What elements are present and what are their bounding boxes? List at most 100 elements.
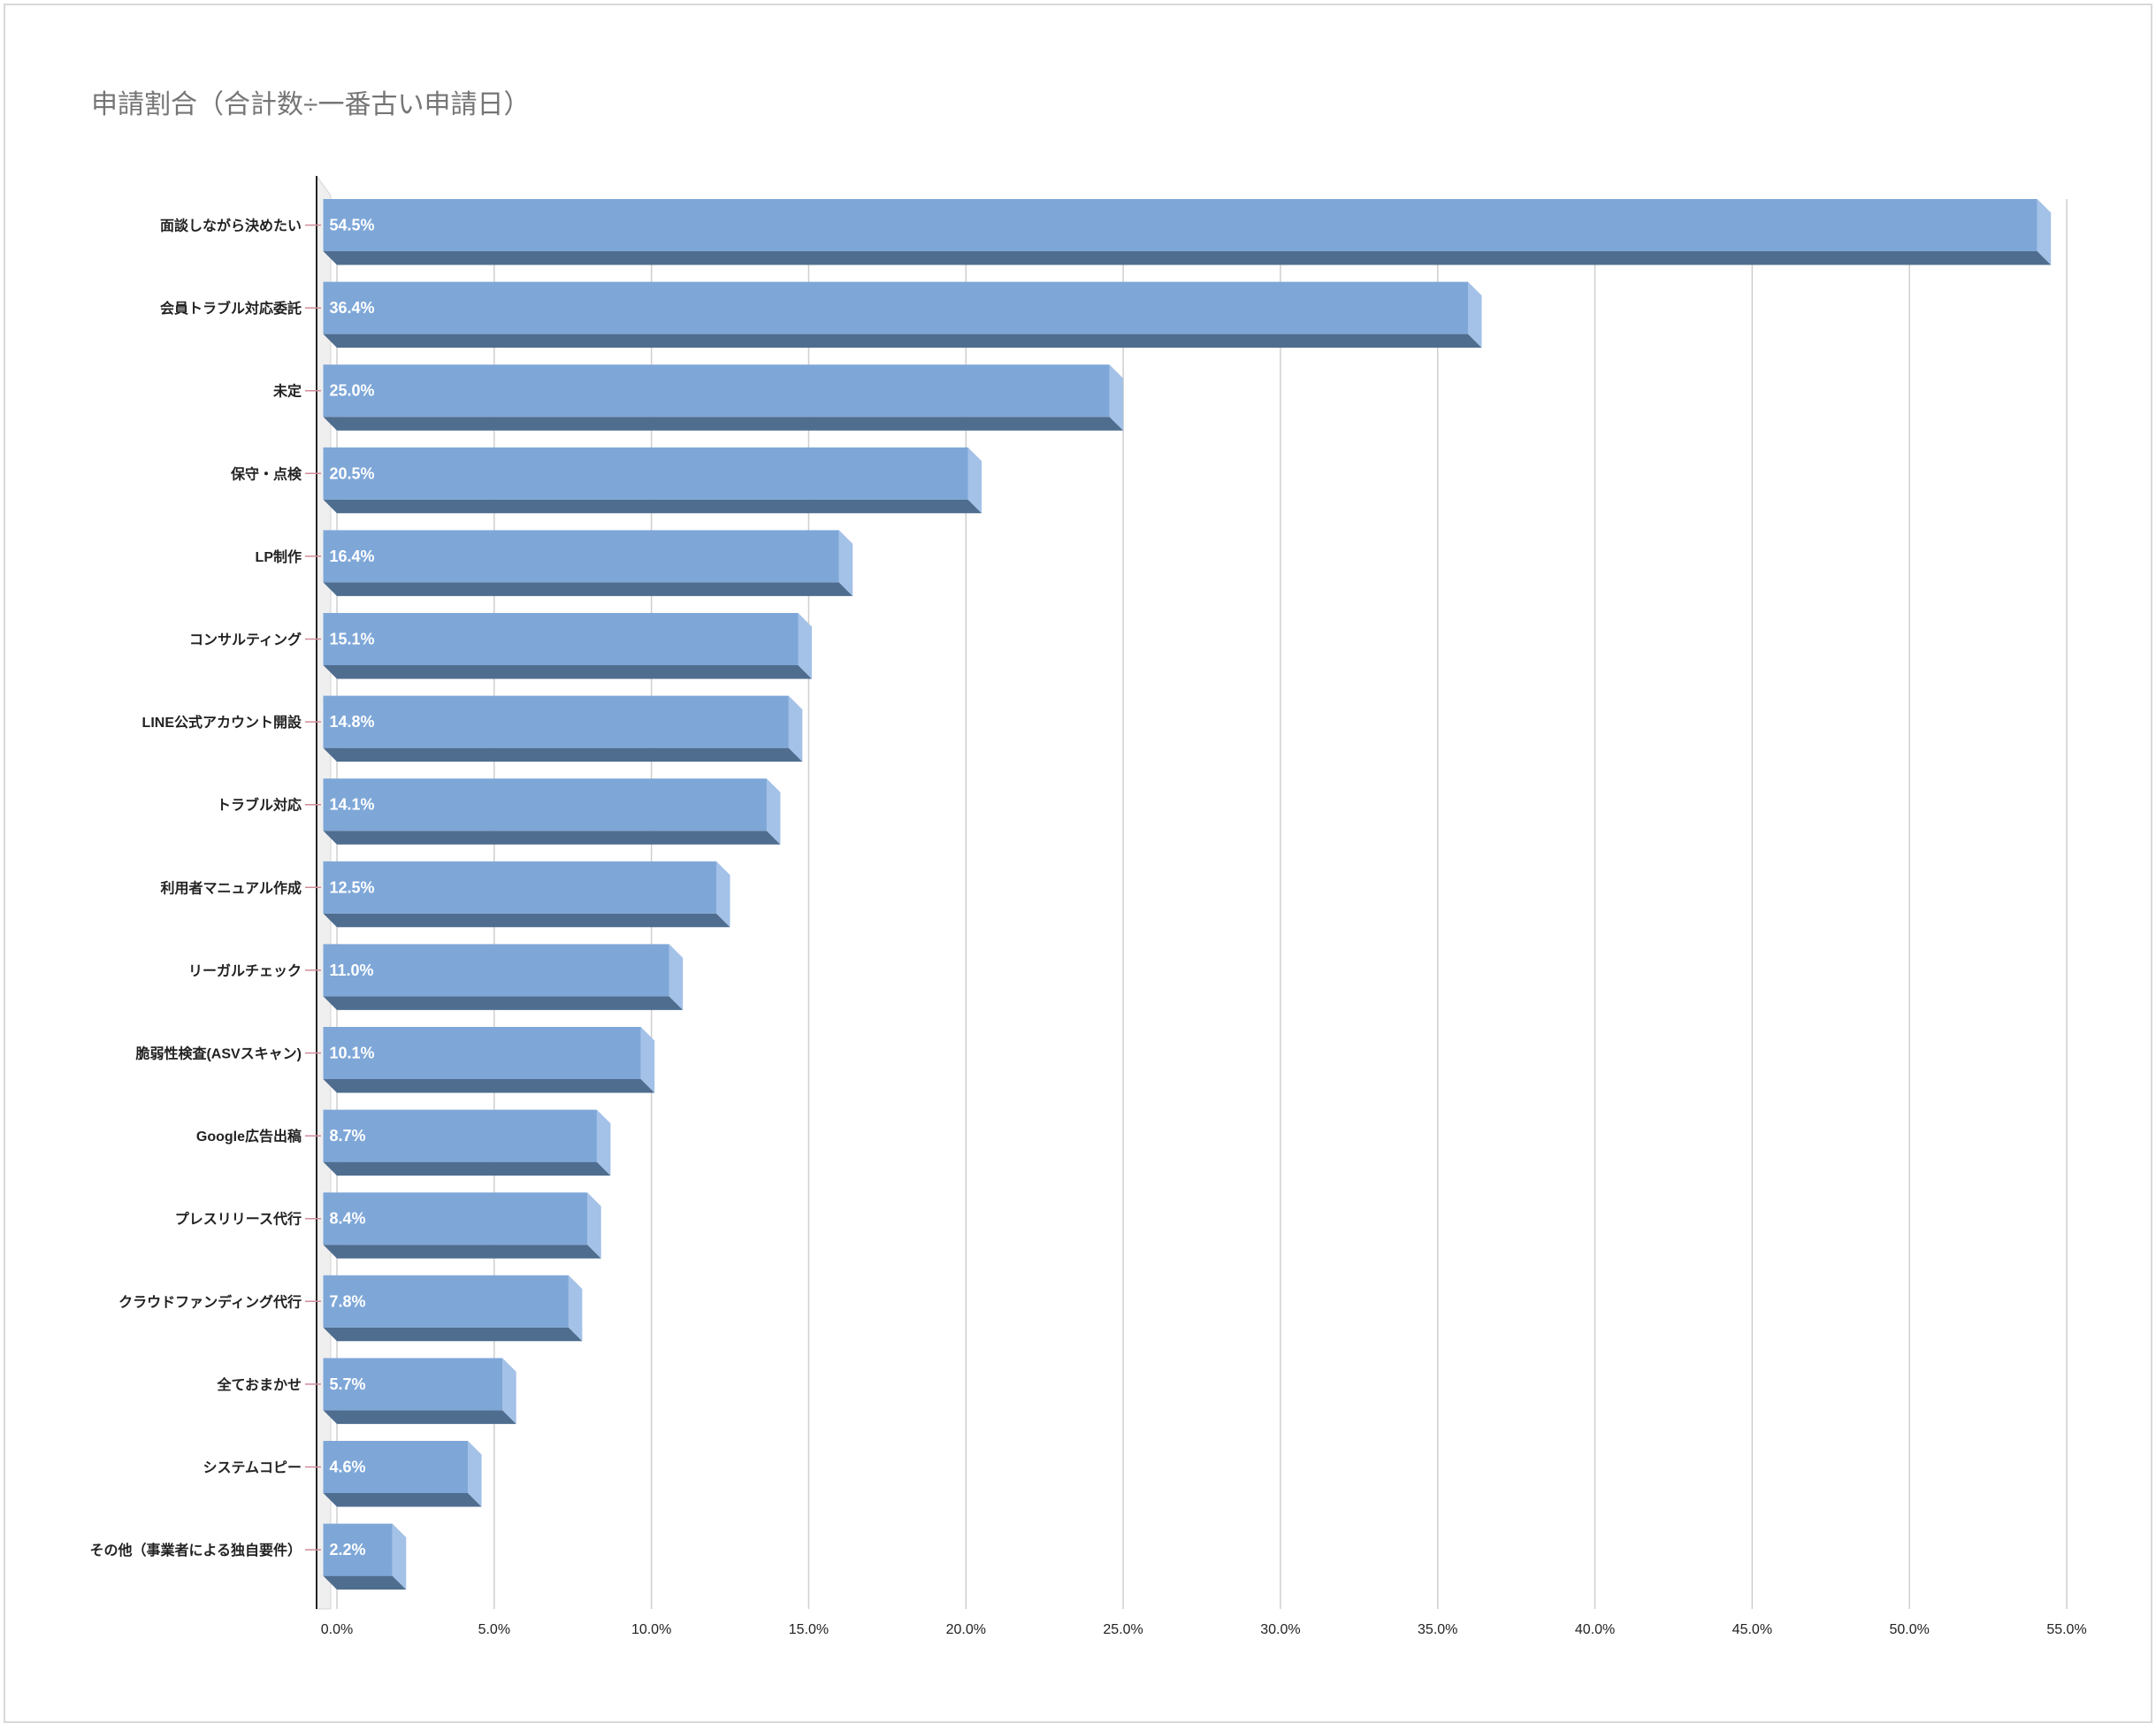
category-label: 脆弱性検査(ASVスキャン): [135, 1045, 302, 1062]
bar-value-label: 8.4%: [330, 1210, 366, 1228]
bar-value-label: 10.1%: [330, 1045, 375, 1062]
bar-side-face: [640, 1027, 655, 1093]
category-label: 全ておまかせ: [216, 1376, 302, 1393]
category-label: その他（事業者による独自要件）: [89, 1542, 302, 1559]
bar-front-face: [323, 613, 799, 665]
bar-bottom-face: [323, 747, 803, 762]
bar-bottom-face: [323, 251, 2052, 265]
bar-value-label: 15.1%: [330, 631, 375, 648]
bar: 14.8%: [323, 695, 803, 762]
bar: 2.2%: [323, 1523, 407, 1590]
value-axis: 0.0% 5.0% 10.0% 15.0% 20.0% 25.0% 30.0% 35.0% 40…: [321, 1622, 2087, 1637]
bar-front-face: [323, 695, 789, 748]
bar-front-face: [323, 1275, 569, 1328]
bar-value-label: 16.4%: [330, 548, 375, 565]
bar-side-face: [788, 695, 803, 762]
bar-side-face: [1109, 364, 1124, 431]
bar-bottom-face: [323, 831, 781, 845]
bar: 5.7%: [323, 1358, 516, 1424]
bar-value-label: 7.8%: [330, 1292, 366, 1310]
category-label: LP制作: [256, 548, 302, 565]
bar-bottom-face: [323, 417, 1124, 431]
bar-bottom-face: [323, 1327, 583, 1342]
category-label: 面談しながら決めたい: [160, 218, 302, 234]
bar: 4.6%: [323, 1441, 482, 1507]
x-tick-label: 40.0%: [1575, 1622, 1615, 1637]
bar-side-face: [716, 861, 730, 928]
bar-value-label: 4.6%: [330, 1459, 366, 1476]
bar: 8.7%: [323, 1109, 611, 1176]
bar-side-face: [798, 613, 813, 679]
bar-value-label: 25.0%: [330, 382, 375, 400]
x-tick-label: 5.0%: [478, 1622, 510, 1637]
bar-side-face: [2037, 199, 2052, 265]
category-label: トラブル対応: [217, 797, 302, 814]
bar-front-face: [323, 1441, 469, 1493]
category-label: プレスリリース代行: [175, 1211, 302, 1228]
bar-value-label: 8.7%: [330, 1127, 366, 1145]
category-label: 利用者マニュアル作成: [160, 879, 302, 896]
bar-value-label: 36.4%: [330, 299, 375, 317]
bar-front-face: [323, 199, 2037, 251]
bar-side-face: [596, 1109, 611, 1176]
bar-value-label: 5.7%: [330, 1375, 366, 1393]
chart-title: 申請割合（合計数÷一番古い申請日）: [91, 90, 530, 119]
category-label: 会員トラブル対応委託: [160, 300, 302, 317]
bar: 54.5%: [323, 199, 2052, 265]
bar-front-face: [323, 944, 669, 997]
bar-value-label: 14.1%: [330, 796, 375, 814]
bar: 8.4%: [323, 1192, 601, 1259]
bar-side-face: [1468, 281, 1482, 348]
bar-bottom-face: [323, 1079, 655, 1093]
bar-side-face: [967, 447, 982, 514]
bar-side-face: [392, 1523, 407, 1590]
bar-bottom-face: [323, 1493, 482, 1507]
category-label: LINE公式アカウント開設: [142, 714, 302, 731]
bar-bottom-face: [323, 333, 1482, 348]
bar-bottom-face: [323, 1410, 516, 1424]
bar-front-face: [323, 530, 839, 583]
bar: 14.1%: [323, 778, 781, 845]
bar: 11.0%: [323, 944, 684, 1010]
x-tick-label: 25.0%: [1103, 1622, 1143, 1637]
x-tick-label: 45.0%: [1732, 1622, 1772, 1637]
bar-front-face: [323, 1027, 641, 1079]
category-label: クラウドファンディング代行: [119, 1293, 302, 1310]
bar-bottom-face: [323, 1575, 407, 1590]
bar: 12.5%: [323, 861, 730, 928]
bar-bottom-face: [323, 665, 813, 679]
category-label: システムコピー: [203, 1460, 302, 1476]
bar-bottom-face: [323, 996, 684, 1010]
bar: 15.1%: [323, 613, 813, 679]
x-tick-label: 10.0%: [631, 1622, 671, 1637]
bar-side-face: [838, 530, 853, 596]
bar: 36.4%: [323, 281, 1482, 348]
bar-front-face: [323, 861, 717, 914]
category-label: コンサルティング: [189, 632, 302, 648]
bar: 7.8%: [323, 1275, 583, 1342]
category-label: Google広告出稿: [196, 1128, 302, 1145]
bars: 54.5% 36.4% 25.0% 20.5% 16.4% 15.1% 14.8% 14.1%…: [323, 199, 2052, 1590]
bar-bottom-face: [323, 913, 730, 928]
bar-value-label: 54.5%: [330, 217, 375, 234]
x-tick-label: 35.0%: [1418, 1622, 1457, 1637]
bar-value-label: 12.5%: [330, 878, 375, 896]
bar: 20.5%: [323, 447, 982, 514]
bar-front-face: [323, 364, 1110, 417]
bar-side-face: [568, 1275, 583, 1342]
bar-front-face: [323, 1192, 588, 1245]
bar-bottom-face: [323, 1161, 611, 1176]
bar-front-face: [323, 1358, 503, 1411]
bar-front-face: [323, 1109, 597, 1162]
bar-front-face: [323, 281, 1469, 334]
bar-value-label: 11.0%: [330, 961, 374, 979]
x-tick-label: 50.0%: [1889, 1622, 1929, 1637]
bar-side-face: [766, 778, 781, 845]
category-label: 未定: [272, 383, 302, 400]
bar-value-label: 2.2%: [330, 1541, 366, 1559]
bar: 25.0%: [323, 364, 1124, 431]
bar-front-face: [323, 447, 968, 500]
